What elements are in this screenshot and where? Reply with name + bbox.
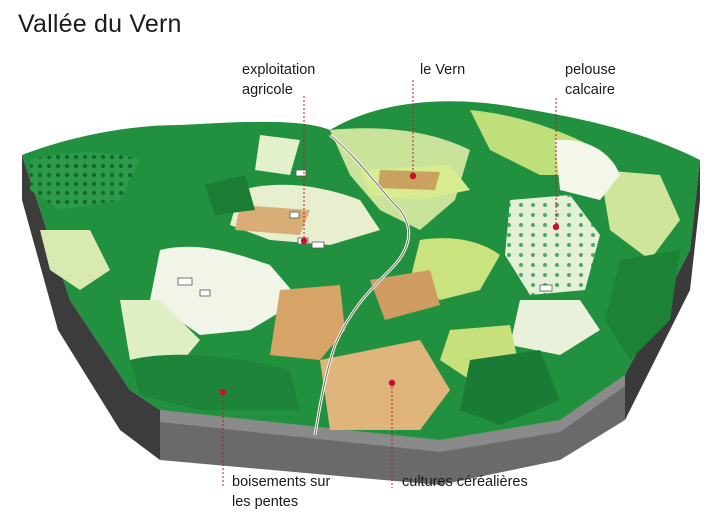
label-exploitation-agricole: exploitation agricole: [242, 62, 316, 98]
marker-pelouse: [552, 223, 560, 231]
marker-cultures: [388, 379, 396, 387]
page-title: Vallée du Vern: [18, 10, 182, 38]
label-pelouse-calcaire: pelouse calcaire: [565, 62, 616, 98]
marker-vern: [409, 172, 417, 180]
leader-lines: [222, 80, 557, 488]
landscape-surface: [22, 101, 700, 440]
label-cultures-cerealieres: cultures céréalières: [402, 474, 528, 490]
block-sides: [22, 155, 700, 485]
marker-boisements: [219, 388, 227, 396]
marker-exploitation: [300, 237, 308, 245]
label-boisements: boisements sur les pentes: [232, 474, 331, 510]
label-le-vern: le Vern: [420, 62, 466, 78]
markers: [219, 172, 560, 396]
